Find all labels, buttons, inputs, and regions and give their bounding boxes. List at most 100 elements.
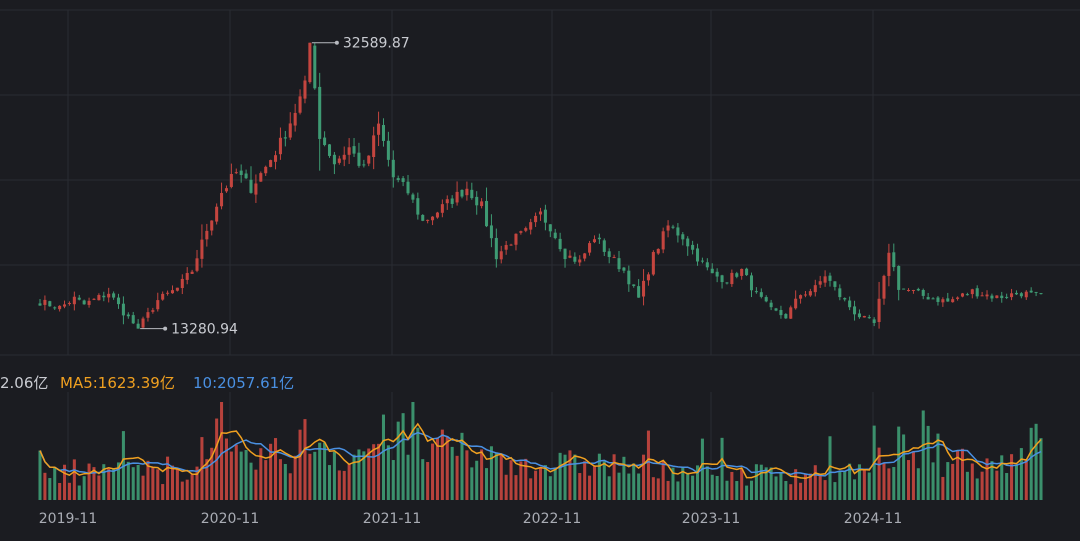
candle bbox=[642, 269, 646, 306]
volume-bar bbox=[367, 448, 371, 500]
candle-body bbox=[754, 291, 758, 293]
volume-bar bbox=[818, 475, 822, 500]
volume-bar bbox=[377, 443, 381, 500]
candle-body bbox=[337, 158, 341, 163]
volume-bar bbox=[794, 469, 798, 500]
candle bbox=[534, 212, 538, 227]
volume-bar bbox=[67, 482, 71, 500]
volume-bar bbox=[43, 472, 47, 500]
candle bbox=[151, 307, 155, 314]
candle-body bbox=[857, 313, 861, 318]
candle bbox=[38, 298, 42, 306]
candle bbox=[401, 175, 405, 187]
volume-bar bbox=[426, 462, 430, 500]
volume-bar bbox=[58, 482, 62, 500]
candle-body bbox=[1039, 293, 1043, 295]
candle-body bbox=[440, 204, 444, 213]
candle-body bbox=[1005, 296, 1009, 298]
candle-body bbox=[519, 231, 523, 233]
candle-body bbox=[730, 272, 734, 285]
volume-bar bbox=[897, 426, 901, 500]
candle bbox=[558, 232, 562, 252]
volume-bar bbox=[175, 469, 179, 500]
candle-body bbox=[906, 289, 911, 291]
candle bbox=[77, 294, 81, 301]
candle-body bbox=[288, 123, 292, 138]
candle-body bbox=[651, 252, 655, 275]
candle bbox=[249, 166, 253, 194]
candle-body bbox=[936, 297, 940, 302]
candle bbox=[607, 248, 611, 264]
volume-bar bbox=[190, 474, 194, 500]
candle bbox=[808, 288, 812, 297]
volume-bar bbox=[87, 463, 91, 500]
candle bbox=[612, 254, 616, 259]
candle-body bbox=[318, 86, 322, 139]
candle bbox=[465, 181, 469, 201]
candle bbox=[416, 192, 420, 220]
candle-body bbox=[764, 297, 768, 302]
volume-bar bbox=[538, 468, 543, 500]
candle-body bbox=[431, 216, 435, 221]
candle-body bbox=[215, 206, 219, 222]
candle bbox=[548, 224, 552, 238]
candle bbox=[112, 291, 116, 300]
candle-body bbox=[897, 265, 901, 290]
candle-body bbox=[710, 268, 714, 274]
volume-bar bbox=[843, 470, 847, 500]
grid-lines bbox=[0, 9, 1080, 500]
candle-body bbox=[985, 294, 989, 297]
candle bbox=[583, 252, 587, 262]
candle bbox=[803, 291, 807, 298]
candle-body bbox=[87, 300, 91, 305]
volume-bar bbox=[185, 479, 189, 500]
legend-volume-value: 2.06亿 bbox=[0, 374, 48, 392]
volume-bar bbox=[749, 480, 754, 500]
candle-body bbox=[789, 307, 793, 319]
volume-bar bbox=[352, 454, 356, 500]
candle bbox=[161, 291, 165, 301]
candle bbox=[838, 284, 842, 301]
candle-body bbox=[803, 294, 807, 296]
volume-bar bbox=[460, 432, 464, 500]
candle bbox=[632, 284, 636, 288]
candle-body bbox=[67, 303, 71, 305]
candle bbox=[578, 255, 582, 267]
candle-body bbox=[205, 230, 209, 240]
candle-body bbox=[406, 181, 410, 194]
volume-bar bbox=[838, 471, 842, 500]
volume-bar bbox=[210, 447, 214, 500]
candle-body bbox=[573, 256, 577, 262]
candle-body bbox=[475, 196, 479, 206]
volume-bar bbox=[362, 451, 366, 500]
volume-bar bbox=[902, 434, 906, 500]
candle-body bbox=[602, 240, 606, 252]
candle-body bbox=[965, 294, 969, 296]
candle bbox=[480, 198, 484, 209]
volume-bar bbox=[985, 458, 989, 500]
candle bbox=[494, 228, 498, 268]
volume-bar bbox=[435, 437, 439, 500]
volume-bar bbox=[303, 419, 307, 500]
candle-body bbox=[269, 160, 273, 167]
candle bbox=[700, 257, 704, 264]
volume-bar bbox=[283, 464, 287, 500]
candle bbox=[278, 127, 282, 160]
candle bbox=[475, 191, 479, 215]
candle bbox=[435, 211, 439, 219]
volume-bar bbox=[779, 472, 783, 500]
candle-body bbox=[48, 301, 52, 307]
volume-bar bbox=[730, 471, 734, 500]
candle-body bbox=[956, 297, 960, 299]
candle-body bbox=[975, 288, 979, 297]
candle-body bbox=[342, 154, 346, 160]
candle bbox=[514, 233, 518, 251]
volume-bar bbox=[627, 473, 631, 500]
candle bbox=[867, 314, 871, 319]
candle bbox=[597, 233, 601, 244]
candle bbox=[764, 295, 768, 303]
candle-body bbox=[107, 293, 111, 298]
candle bbox=[170, 285, 175, 294]
volume-bar bbox=[455, 455, 459, 500]
candle bbox=[646, 272, 650, 286]
